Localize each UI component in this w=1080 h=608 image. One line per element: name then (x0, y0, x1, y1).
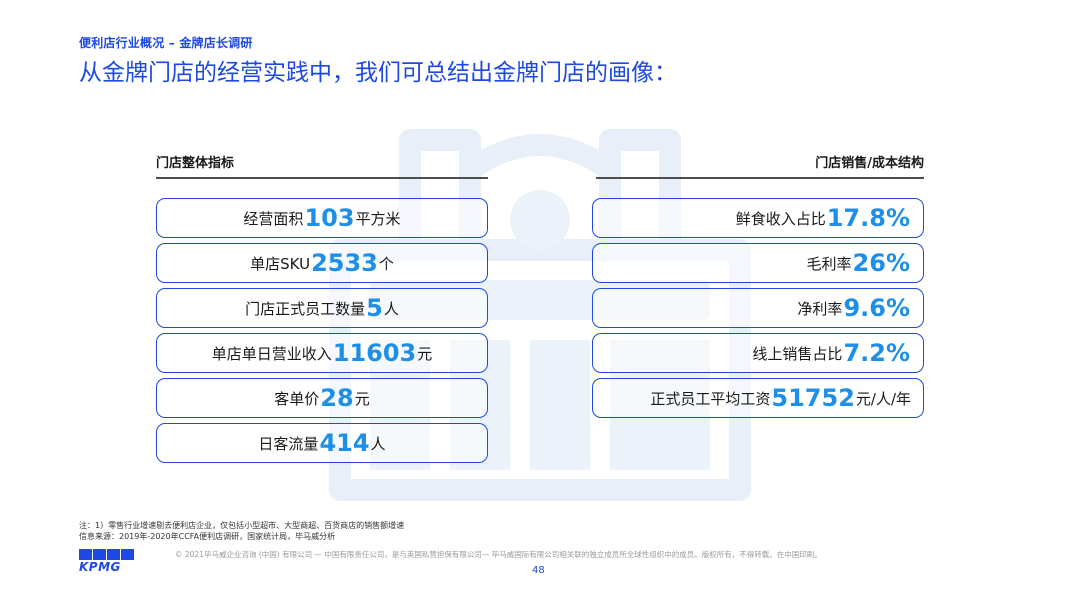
metric-staff-count: 门店正式员工数量 5 人 (156, 288, 488, 328)
copyright-text: © 2021毕马威企业咨询 (中国) 有限公司 — 中国有限责任公司，是与英国私… (175, 550, 822, 559)
left-panel-heading: 门店整体指标 (156, 156, 235, 171)
page-title: 从金牌门店的经营实践中，我们可总结出金牌门店的画像： (79, 60, 677, 86)
breadcrumb: 便利店行业概况 – 金牌店长调研 (79, 36, 253, 50)
metric-value: 2533 (311, 249, 378, 277)
logo-blocks-icon (79, 549, 135, 560)
footnotes: 注：1）零售行业增速剔去便利店企业，仅包括小型超市、大型商超、百货商店的销售额增… (79, 520, 404, 542)
metric-value: 26% (852, 249, 910, 277)
right-panel-heading: 门店销售/成本结构 (815, 156, 924, 171)
left-panel-divider (156, 177, 488, 179)
metric-unit: 人 (383, 299, 399, 318)
metric-sku: 单店SKU 2533 个 (156, 243, 488, 283)
metric-label: 单店单日营业收入 (211, 344, 332, 363)
metric-daily-traffic: 日客流量 414 人 (156, 423, 488, 463)
metric-label: 鲜食收入占比 (735, 209, 826, 228)
metric-unit: 个 (378, 254, 394, 273)
metric-avg-ticket: 客单价 28 元 (156, 378, 488, 418)
kpmg-logo: KPMG (79, 549, 135, 574)
metric-label: 经营面积 (243, 209, 304, 228)
metric-daily-revenue: 单店单日营业收入 11603 元 (156, 333, 488, 373)
metric-label: 线上销售占比 (752, 344, 843, 363)
right-panel-divider (596, 177, 924, 179)
logo-text: KPMG (79, 560, 121, 574)
metric-avg-salary: 正式员工平均工资 51752 元/人/年 (592, 378, 924, 418)
metric-label: 毛利率 (806, 254, 852, 273)
metric-value: 414 (319, 429, 370, 457)
footnote: 注：1）零售行业增速剔去便利店企业，仅包括小型超市、大型商超、百货商店的销售额增… (79, 521, 405, 530)
metric-label: 正式员工平均工资 (650, 389, 771, 408)
metric-label: 客单价 (274, 389, 320, 408)
metric-value: 9.6% (843, 294, 910, 322)
metric-online-sales-share: 线上销售占比 7.2% (592, 333, 924, 373)
metric-label: 净利率 (797, 299, 843, 318)
metric-value: 103 (304, 204, 355, 232)
metric-unit: 元 (354, 389, 370, 408)
metric-net-margin: 净利率 9.6% (592, 288, 924, 328)
metric-unit: 元/人/年 (855, 389, 911, 408)
metric-fresh-food-share: 鲜食收入占比 17.8% (592, 198, 924, 238)
page-number: 48 (532, 565, 545, 576)
metric-unit: 平方米 (355, 209, 401, 228)
metric-label: 门店正式员工数量 (245, 299, 366, 318)
metric-store-area: 经营面积 103 平方米 (156, 198, 488, 238)
metric-value: 28 (320, 384, 354, 412)
metric-label: 单店SKU (250, 254, 311, 273)
metric-label: 日客流量 (258, 434, 319, 453)
source-note: 信息来源：2019年-2020年CCFA便利店调研，国家统计局，毕马威分析 (79, 532, 336, 541)
metric-gross-margin: 毛利率 26% (592, 243, 924, 283)
metric-value: 11603 (332, 339, 417, 367)
metric-value: 7.2% (843, 339, 910, 367)
metric-unit: 人 (370, 434, 386, 453)
metric-value: 51752 (771, 384, 855, 412)
metric-unit: 元 (417, 344, 433, 363)
metric-value: 5 (366, 294, 383, 322)
metric-value: 17.8% (826, 204, 910, 232)
